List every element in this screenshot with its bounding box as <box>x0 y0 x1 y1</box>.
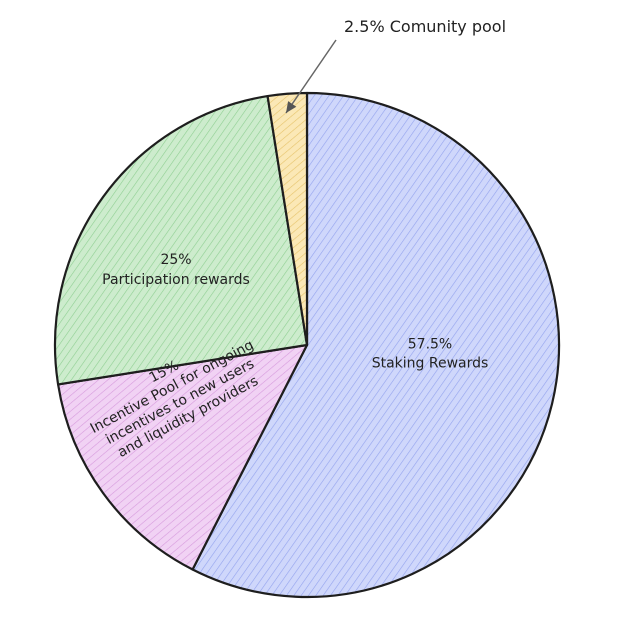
pie-slice-participation-rewards <box>53 95 309 386</box>
callout-arrow-line <box>285 39 337 114</box>
pie-label-line: 25% <box>160 252 191 268</box>
pie-label-community-pool: 2.5% Comunity pool <box>344 17 506 36</box>
pie-label-line: Participation rewards <box>102 272 250 288</box>
pie-slices <box>53 91 561 599</box>
pie-slice-incentive-pool <box>57 343 309 571</box>
callout-arrowhead <box>286 101 297 113</box>
pie-label-line: Staking Rewards <box>372 356 489 372</box>
pie-slice-staking-rewards <box>191 91 561 599</box>
pie-label-line: 57.5% <box>408 337 452 353</box>
pie-label-participation-rewards: 25% Participation rewards <box>102 252 250 288</box>
pie-slice-community-pool <box>266 91 309 347</box>
pie-label-staking-rewards: 57.5% Staking Rewards <box>372 337 489 372</box>
